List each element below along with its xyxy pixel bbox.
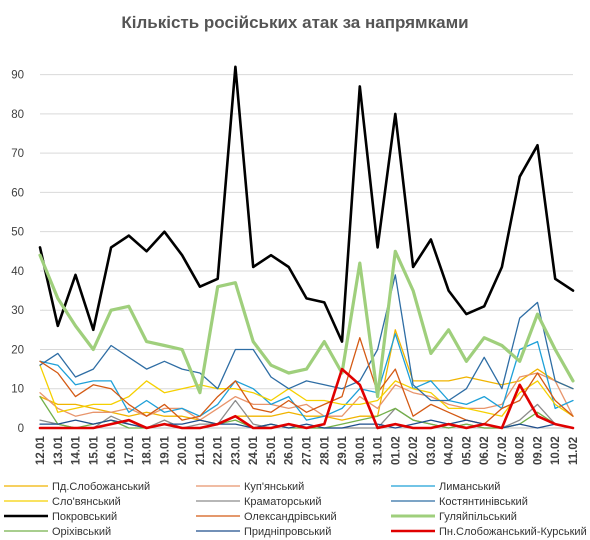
x-tick-label: 18.01: [142, 436, 154, 465]
x-tick-label: 27.01: [302, 436, 314, 465]
legend-label: Пн.Слобожанський-Курський: [439, 526, 587, 538]
x-tick-label: 30.01: [355, 436, 367, 465]
series-line: [38, 65, 575, 343]
y-tick-label: 0: [18, 423, 24, 435]
y-tick-label: 10: [11, 384, 24, 396]
legend-label: Костянтинівський: [439, 496, 528, 508]
y-tick-label: 40: [11, 266, 24, 278]
chart-title: Кількість російських атак за напрямками: [121, 13, 468, 32]
y-tick-label: 30: [11, 305, 24, 317]
x-tick-label: 15.01: [88, 436, 100, 465]
x-tick-label: 23.01: [230, 436, 242, 465]
legend-label: Олександрівський: [244, 511, 337, 523]
x-tick-label: 24.01: [248, 436, 260, 465]
y-tick-label: 90: [11, 70, 24, 82]
x-tick-label: 03.02: [426, 436, 438, 465]
legend-label: Сло'вянський: [52, 496, 121, 508]
y-tick-label: 80: [11, 109, 24, 121]
x-tick-label: 05.02: [461, 436, 473, 465]
x-tick-label: 02.02: [408, 436, 420, 465]
x-tick-label: 14.01: [71, 436, 83, 465]
legend-label: Гуляйпільський: [439, 511, 517, 523]
series-line: [39, 372, 574, 421]
y-tick-label: 60: [11, 187, 24, 199]
y-tick-label: 50: [11, 227, 24, 239]
gridlines: [40, 74, 573, 429]
y-axis: 0 10 20 30 40 50 60 70 80 90: [11, 70, 24, 435]
legend: Пд.Слобожанський Куп'янський Лиманський Сло…: [4, 481, 587, 538]
x-tick-label: 21.01: [195, 436, 207, 465]
x-tick-label: 25.01: [266, 436, 278, 465]
x-tick-label: 12.01: [35, 436, 47, 465]
x-tick-label: 20.01: [177, 436, 189, 465]
x-tick-label: 01.02: [390, 436, 402, 465]
x-tick-label: 26.01: [284, 436, 296, 465]
x-tick-label: 17.01: [124, 436, 136, 465]
series-line: [38, 249, 575, 399]
legend-label: Оріхівський: [52, 526, 111, 538]
series-lines: [38, 65, 575, 430]
x-tick-label: 08.02: [515, 436, 527, 465]
legend-label: Придніпровський: [244, 526, 331, 538]
x-tick-label: 10.02: [550, 436, 562, 465]
x-tick-label: 06.02: [479, 436, 491, 465]
legend-label: Лиманський: [439, 481, 500, 493]
x-tick-label: 31.01: [373, 436, 385, 465]
series-line: [39, 274, 574, 402]
x-tick-label: 19.01: [159, 436, 171, 465]
x-axis: 12.01 13.01 14.01 15.01 16.01 17.01 18.01 19.01…: [35, 436, 580, 465]
legend-label: Покровський: [52, 511, 117, 523]
legend-label: Куп'янський: [244, 481, 304, 493]
x-tick-label: 13.01: [53, 436, 65, 465]
legend-label: Пд.Слобожанський: [52, 481, 150, 493]
legend-label: Краматорський: [244, 496, 322, 508]
x-tick-label: 29.01: [337, 436, 349, 465]
series-line: [38, 367, 575, 430]
x-tick-label: 09.02: [532, 436, 544, 465]
series-line: [39, 364, 574, 417]
series-line: [39, 333, 574, 421]
series-line: [39, 329, 574, 425]
x-tick-label: 22.01: [213, 436, 225, 465]
x-tick-label: 11.02: [568, 437, 580, 465]
x-tick-label: 16.01: [106, 436, 118, 465]
x-tick-label: 28.01: [319, 436, 331, 465]
x-tick-label: 04.02: [444, 436, 456, 465]
y-tick-label: 20: [11, 344, 24, 356]
y-tick-label: 70: [11, 148, 24, 160]
x-tick-label: 07.02: [497, 436, 509, 465]
